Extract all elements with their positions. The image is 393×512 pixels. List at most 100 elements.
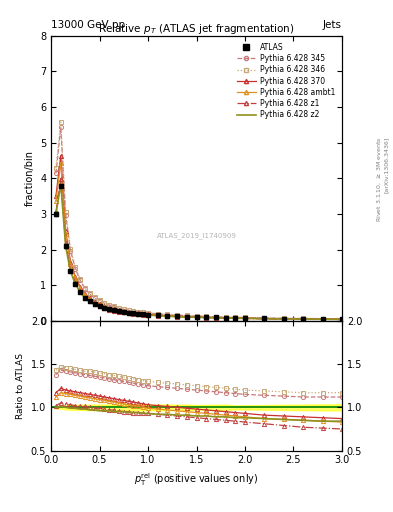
Pythia 6.428 z2 [340,316,344,323]
Y-axis label: Ratio to ATLAS: Ratio to ATLAS [16,353,25,419]
Pythia 6.428 370 [233,315,238,321]
Pythia 6.428 z1 [242,315,247,322]
Pythia 6.428 z1 [117,309,121,315]
Pythia 6.428 ambt1 [184,314,189,320]
Y-axis label: fraction/bin: fraction/bin [24,151,35,206]
Pythia 6.428 345 [112,304,116,310]
Pythia 6.428 z2 [242,315,247,322]
Pythia 6.428 345 [155,311,160,317]
Pythia 6.428 z1 [165,313,170,319]
Pythia 6.428 345 [88,291,92,297]
Pythia 6.428 z1 [83,294,87,301]
Pythia 6.428 z2 [175,314,180,320]
Pythia 6.428 346 [107,302,112,308]
Pythia 6.428 ambt1 [131,310,136,316]
Pythia 6.428 345 [73,266,78,272]
Pythia 6.428 346 [97,297,102,303]
Pythia 6.428 345 [204,313,209,319]
Pythia 6.428 z1 [63,240,68,246]
Pythia 6.428 z2 [63,243,68,249]
Pythia 6.428 z2 [146,312,151,318]
Pythia 6.428 z1 [223,315,228,321]
Pythia 6.428 345 [107,302,112,308]
Pythia 6.428 370 [112,306,116,312]
Pythia 6.428 346 [213,313,218,319]
Pythia 6.428 345 [301,315,305,322]
Pythia 6.428 z1 [59,176,63,182]
Pythia 6.428 370 [126,309,131,315]
Pythia 6.428 370 [136,310,141,316]
Pythia 6.428 370 [121,308,126,314]
Pythia 6.428 z1 [233,315,238,322]
Pythia 6.428 z2 [117,309,121,315]
Pythia 6.428 z2 [262,315,267,322]
Pythia 6.428 ambt1 [262,315,267,322]
Pythia 6.428 370 [102,303,107,309]
Pythia 6.428 346 [175,312,180,318]
Pythia 6.428 345 [97,297,102,304]
Pythia 6.428 370 [262,315,267,322]
Pythia 6.428 ambt1 [63,231,68,237]
Pythia 6.428 z1 [175,314,180,320]
Pythia 6.428 346 [223,314,228,320]
Pythia 6.428 z2 [53,211,58,217]
Pythia 6.428 345 [121,306,126,312]
Pythia 6.428 345 [59,124,63,131]
Pythia 6.428 z1 [121,309,126,315]
Pythia 6.428 346 [262,315,267,321]
Pythia 6.428 z1 [204,315,209,321]
Pythia 6.428 ambt1 [165,313,170,319]
Pythia 6.428 z1 [68,266,73,272]
Pythia 6.428 z1 [184,314,189,320]
Pythia 6.428 370 [242,315,247,322]
Pythia 6.428 370 [83,291,87,297]
Pythia 6.428 345 [63,211,68,218]
Pythia 6.428 z2 [141,312,145,318]
Pythia 6.428 ambt1 [136,311,141,317]
Pythia 6.428 370 [155,312,160,318]
Pythia 6.428 ambt1 [53,198,58,204]
Pythia 6.428 z2 [68,268,73,274]
Pythia 6.428 346 [112,303,116,309]
Pythia 6.428 ambt1 [155,312,160,318]
Pythia 6.428 z1 [146,312,151,318]
Pythia 6.428 370 [281,316,286,322]
Pythia 6.428 346 [117,305,121,311]
Pythia 6.428 370 [204,314,209,321]
Pythia 6.428 z2 [223,315,228,321]
Pythia 6.428 z2 [301,316,305,322]
Line: Pythia 6.428 346: Pythia 6.428 346 [54,120,344,321]
Line: Pythia 6.428 z2: Pythia 6.428 z2 [56,184,342,319]
Pythia 6.428 z2 [281,316,286,322]
Pythia 6.428 ambt1 [340,316,344,323]
Pythia 6.428 345 [223,314,228,320]
Pythia 6.428 370 [92,299,97,305]
Pythia 6.428 345 [184,313,189,319]
Pythia 6.428 370 [59,153,63,159]
Pythia 6.428 370 [88,295,92,302]
Pythia 6.428 z1 [88,298,92,305]
Line: Pythia 6.428 370: Pythia 6.428 370 [54,154,344,322]
Pythia 6.428 z2 [213,315,218,321]
Pythia 6.428 z1 [53,209,58,215]
Pythia 6.428 z2 [126,310,131,316]
Pythia 6.428 z2 [78,289,83,295]
Line: Pythia 6.428 z1: Pythia 6.428 z1 [54,177,344,322]
Pythia 6.428 345 [281,315,286,322]
Pythia 6.428 z2 [107,307,112,313]
Pythia 6.428 ambt1 [121,309,126,315]
Line: Pythia 6.428 345: Pythia 6.428 345 [54,125,344,321]
Pythia 6.428 z2 [102,305,107,311]
Pythia 6.428 346 [73,264,78,270]
Pythia 6.428 345 [233,314,238,321]
Pythia 6.428 345 [92,295,97,301]
Pythia 6.428 370 [165,313,170,319]
Pythia 6.428 346 [136,308,141,314]
Pythia 6.428 370 [73,274,78,280]
Pythia 6.428 z1 [301,316,305,323]
Pythia 6.428 346 [59,119,63,125]
Pythia 6.428 370 [78,284,83,290]
Pythia 6.428 370 [63,228,68,234]
Pythia 6.428 z2 [97,304,102,310]
Title: Relative $p_T$ (ATLAS jet fragmentation): Relative $p_T$ (ATLAS jet fragmentation) [98,22,295,36]
